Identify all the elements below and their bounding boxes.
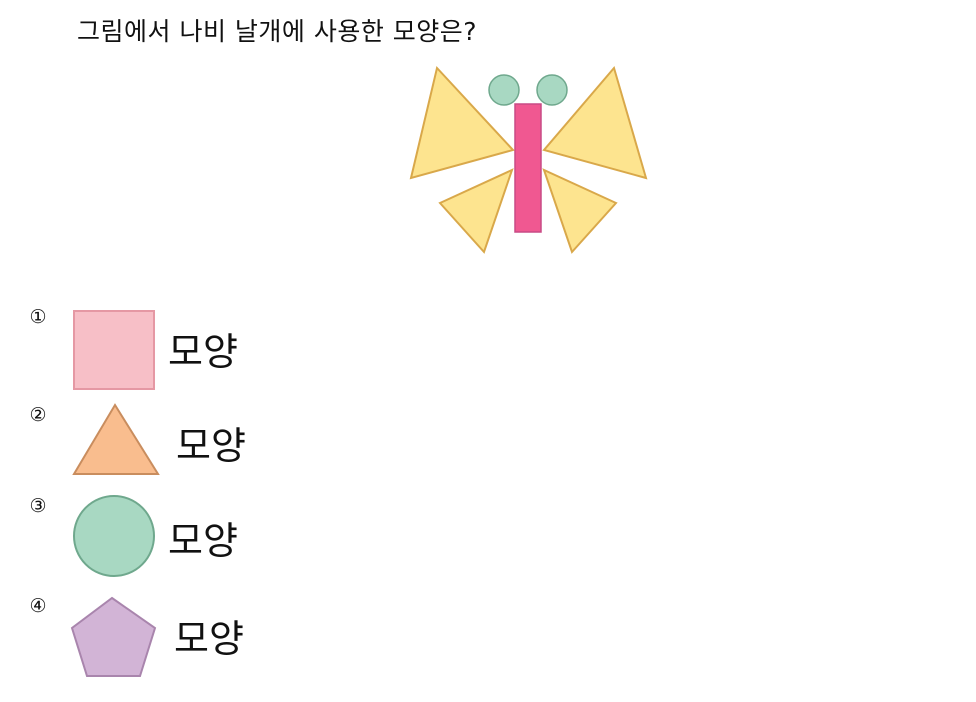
choice-number: ② <box>29 404 47 426</box>
butterfly-body <box>514 103 542 233</box>
choice-label: 모양 <box>168 519 238 563</box>
triangle-icon <box>72 403 160 475</box>
butterfly-upper-right-wing <box>542 65 648 180</box>
choice-label: 모양 <box>174 617 244 661</box>
choice-4[interactable]: ④ 모양 <box>0 594 400 689</box>
butterfly-left-eye <box>488 74 520 106</box>
square-icon <box>73 310 155 390</box>
pentagon-icon <box>70 596 157 677</box>
choice-1[interactable]: ① 모양 <box>0 305 400 400</box>
butterfly-right-eye <box>536 74 568 106</box>
circle-icon <box>73 495 155 577</box>
butterfly-lower-left-wing <box>438 168 514 254</box>
choice-number: ③ <box>29 495 47 517</box>
butterfly-lower-right-wing <box>542 168 618 254</box>
butterfly-figure <box>409 65 648 254</box>
choice-label: 모양 <box>168 330 238 374</box>
question-text: 그림에서 나비 날개에 사용한 모양은? <box>77 17 478 46</box>
choice-3[interactable]: ③ 모양 <box>0 494 400 589</box>
choice-2[interactable]: ② 모양 <box>0 403 400 498</box>
choice-number: ④ <box>29 595 47 617</box>
butterfly-upper-left-wing <box>409 65 515 180</box>
choice-label: 모양 <box>176 424 246 468</box>
choice-number: ① <box>29 306 47 328</box>
